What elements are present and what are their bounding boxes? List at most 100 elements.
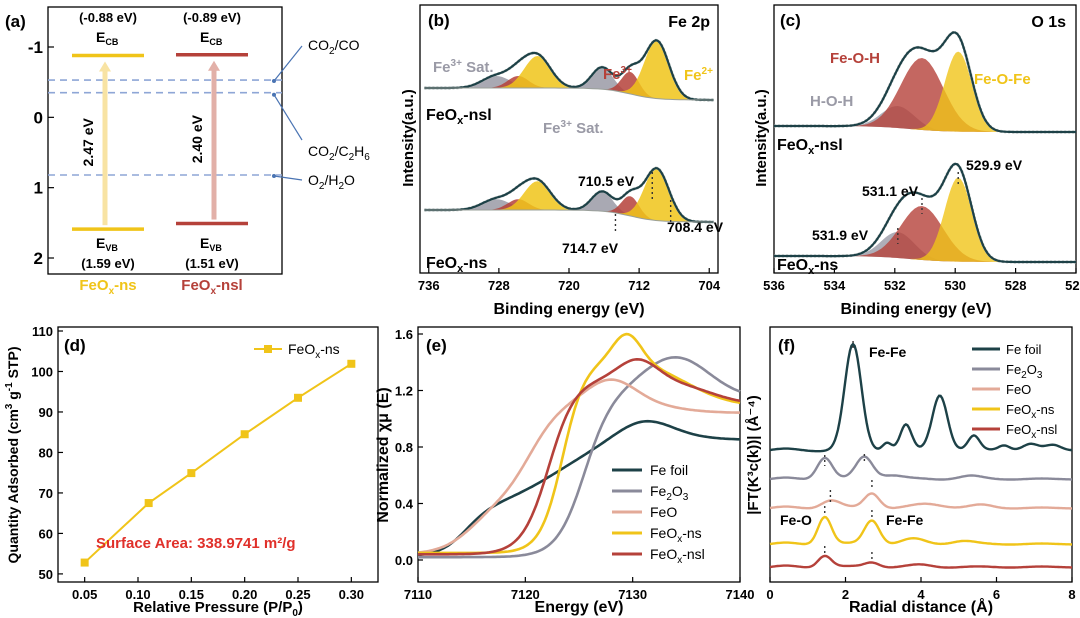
panel-b-x-ticklabel-0: 736 xyxy=(418,278,440,293)
panel-d-yticklabel-1: 60 xyxy=(39,526,53,541)
panel-d-point-5 xyxy=(347,359,356,368)
panel-d-yticklabel-4: 90 xyxy=(39,405,53,420)
panel-c-xps-o1s: (c) O 1s 536 534 532 530 528 526 Binding energy … xyxy=(753,4,1080,318)
panel-e-legend-label-3: FeOx-ns xyxy=(650,525,702,545)
panel-c-ylabel: Intensity(a.u.) xyxy=(753,89,770,187)
panel-f-xticklabel-0: 0 xyxy=(766,587,773,602)
panel-a-cb-value-1: (-0.89 eV) xyxy=(183,10,241,25)
panel-f-series-1 xyxy=(769,455,1072,481)
panel-b-component-0-0 xyxy=(440,76,553,88)
panel-d-yticklabel-5: 100 xyxy=(31,364,53,379)
panel-b-component-1-5 xyxy=(607,168,706,222)
panel-e-yticklabel-0: 0.0 xyxy=(395,553,413,568)
panel-e-frame xyxy=(417,326,741,583)
panel-c-ann-hoh: H-O-H xyxy=(810,93,853,110)
panel-d-point-0 xyxy=(80,558,89,567)
panel-d-frame xyxy=(57,326,379,583)
panel-f-xticklabel-2: 4 xyxy=(917,587,925,602)
panel-d-bet-isotherm: (d) 0.05 0.10 0.15 0.20 0.25 0.30 50 60 70 80 90 100… xyxy=(4,324,379,618)
panel-a-vb-value-0: (1.59 eV) xyxy=(81,256,134,271)
panel-e-series-0 xyxy=(417,419,740,557)
panel-b-component-0-2 xyxy=(484,56,590,89)
panel-b-component-1-4 xyxy=(595,196,666,222)
panel-e-xticklabel-0: 7110 xyxy=(404,587,432,602)
panel-d-yticklabel-0: 50 xyxy=(39,567,53,582)
panel-a-gap-text-0: 2.47 eV xyxy=(80,118,96,167)
panel-a-redox-label-0: CO2/CO xyxy=(308,37,360,57)
panel-b-x-ticklabel-2: 720 xyxy=(558,278,580,293)
panel-e-xticklabel-1: 7120 xyxy=(511,587,540,602)
panel-d-yticklabel-6: 110 xyxy=(32,324,53,339)
panel-b-xlabel: Binding energy (eV) xyxy=(493,301,644,318)
panel-c-x-ticklabel-5: 526 xyxy=(1065,278,1080,293)
panel-a-label: (a) xyxy=(5,12,26,31)
panel-a-vb-value-1: (1.51 eV) xyxy=(185,256,238,271)
panel-a-gap-arrowhead-0 xyxy=(99,61,111,72)
panel-c-x-ticklabel-3: 530 xyxy=(944,278,966,293)
panel-b-fit-0 xyxy=(424,39,714,102)
panel-b-component-0-3 xyxy=(560,67,645,97)
panel-b-x-ticklabel-1: 728 xyxy=(488,278,510,293)
panel-a-frame xyxy=(47,6,283,275)
panel-a-vb-label-0: EVB xyxy=(96,235,118,253)
panel-a-redox-arrowhead-0 xyxy=(272,79,276,84)
panel-e-series-3 xyxy=(418,332,741,555)
panel-c-component-1-2 xyxy=(910,177,1006,262)
panel-c-series-label-0: FeOx-nsl xyxy=(777,137,843,157)
panel-f-xticklabel-3: 6 xyxy=(993,587,1000,602)
panel-f-label: (f) xyxy=(778,336,795,355)
panel-f-series-3 xyxy=(769,515,1072,546)
panel-a-redox-arrow-1 xyxy=(273,94,303,141)
panel-c-x-ticklabel-0: 536 xyxy=(763,278,785,293)
panel-c-ann-peak-2: 531.9 eV xyxy=(812,227,869,243)
panel-c-series-label-1: FeOx-ns xyxy=(777,257,838,277)
panel-d-point-3 xyxy=(240,430,249,439)
panel-f-exafs: (f) 0 2 4 6 8 Radial distance (Å) |FT(K³c(k))| … xyxy=(745,326,1076,616)
panel-e-xlabel: Energy (eV) xyxy=(535,599,624,616)
panel-a-cb-value-0: (-0.88 eV) xyxy=(79,10,137,25)
panel-e-xanes: (e) 7110 7120 7130 7140 0.0 0.4 0.8 1.2 1.6 Energy… xyxy=(375,326,754,616)
panel-b-component-1-2 xyxy=(484,181,590,211)
panel-b-ann-fe2: Fe2+ xyxy=(684,66,713,84)
panel-c-component-0-2 xyxy=(910,51,1006,132)
panel-e-xticklabel-2: 7130 xyxy=(618,587,647,602)
panel-c-x-ticklabel-4: 528 xyxy=(1005,278,1027,293)
panel-c-title: O 1s xyxy=(1031,14,1066,31)
panel-a-yticklabel-2: 1 xyxy=(34,179,43,198)
panel-b-ann-fe3: Fe3+ xyxy=(603,65,632,83)
panel-c-component-0-1 xyxy=(848,58,996,132)
panel-d-xticklabel-3: 0.20 xyxy=(232,587,257,602)
panel-e-yticklabel-2: 0.8 xyxy=(395,440,413,455)
panel-a-gap-arrow-1 xyxy=(211,68,217,220)
panel-b-fit-1 xyxy=(424,166,714,224)
panel-d-series-line xyxy=(83,362,352,564)
panel-b-baseline-1 xyxy=(424,209,714,223)
panel-a-sample-name-0: FeOx-ns xyxy=(79,277,136,297)
panel-d-yticklabel-2: 70 xyxy=(39,486,53,501)
panel-a-gap-text-1: 2.40 eV xyxy=(189,114,205,163)
panel-b-xps-fe2p: (b) Fe 2p 736 728 720 712 704 Binding energy (e… xyxy=(400,4,724,318)
panel-d-label: (d) xyxy=(64,336,86,355)
panel-e-yticklabel-1: 0.4 xyxy=(395,497,414,512)
panel-c-ann-feofe: Fe-O-Fe xyxy=(974,71,1031,88)
panel-f-series-4 xyxy=(769,554,1072,569)
panel-f-legend-label-2: FeO xyxy=(1006,382,1031,397)
panel-a-cb-label-0: ECB xyxy=(96,29,119,47)
panel-d-xticklabel-2: 0.15 xyxy=(179,587,204,602)
panel-a-sample-name-1: FeOx-nsl xyxy=(181,277,242,297)
panel-d-point-2 xyxy=(187,469,196,478)
panel-e-legend-label-0: Fe foil xyxy=(650,462,688,478)
panel-b-ylabel: Intensity(a.u.) xyxy=(400,89,417,187)
panel-a-band-diagram: (a)-1 0 1 2 2.47 eV (-0.88 eV) ECB EVB (1.59 eV)… xyxy=(5,6,370,297)
panel-c-x-ticklabel-1: 534 xyxy=(824,278,846,293)
panel-c-xlabel: Binding energy (eV) xyxy=(840,301,991,318)
panel-b-ann-sat-top: Fe3+ Sat. xyxy=(433,58,494,76)
panel-c-x-ticklabel-2: 532 xyxy=(884,278,906,293)
panel-f-series-0 xyxy=(769,342,1073,453)
panel-f-ann-feo: Fe-O xyxy=(780,512,812,528)
panel-b-label: (b) xyxy=(428,11,450,30)
panel-f-series-2 xyxy=(769,492,1072,510)
panel-a-yticklabel-0: -1 xyxy=(28,38,43,57)
panel-d-point-1 xyxy=(144,499,153,508)
